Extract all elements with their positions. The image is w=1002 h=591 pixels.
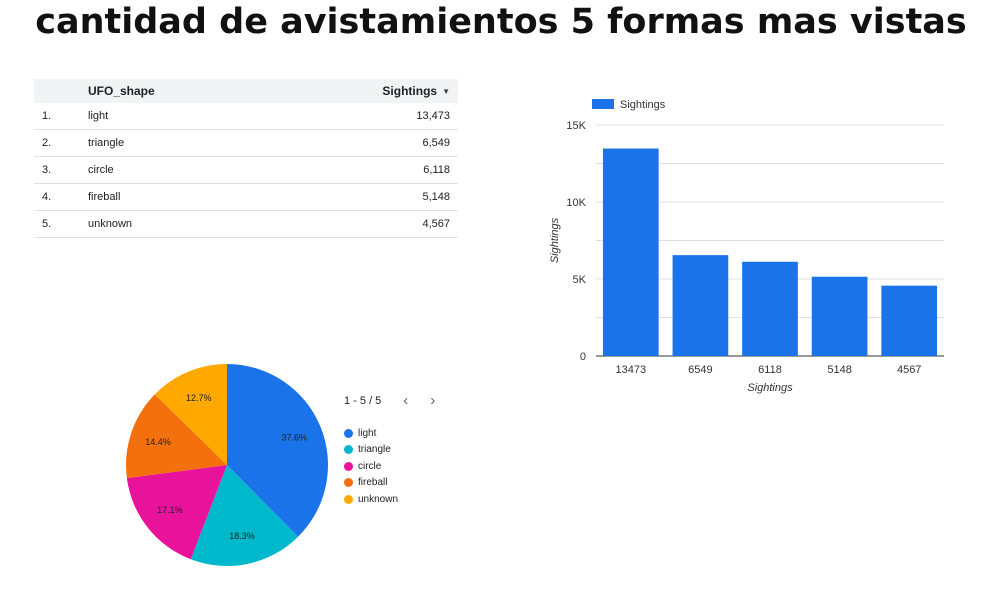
legend-dot [344,445,353,455]
row-shape: unknown [88,218,133,230]
legend-label: Sightings [620,99,666,111]
y-tick-label: 5K [573,274,587,286]
bar [881,285,938,356]
row-shape: fireball [88,191,121,203]
legend-item: light [344,425,398,442]
table-row: 2. triangle 6,549 [34,130,458,157]
legend-item: circle [344,458,398,475]
page-title: cantidad de avistamientos 5 formas mas v… [35,2,967,42]
data-table: UFO_shape Sightings ▼ 1. light 13,473 2. … [34,79,458,238]
y-tick-label: 0 [580,351,586,363]
table-row: 5. unknown 4,567 [34,211,458,238]
legend-dot [344,461,353,471]
x-tick-label: 13473 [616,364,647,376]
pie-legend: light triangle circle fireball unknown [344,425,398,508]
legend-dot [344,494,353,504]
legend-dot [344,428,353,438]
table-row: 3. circle 6,118 [34,157,458,184]
legend-label: unknown [358,493,399,505]
column-header-sightings-label: Sightings [382,84,438,98]
bar-chart: 0 5K 10K 15K 13473 6549 6118 5148 4567 Sightings S… [549,99,944,394]
row-shape: triangle [88,137,125,149]
column-header-sightings[interactable]: Sightings ▼ [298,84,458,98]
row-index: 1. [42,110,52,122]
y-axis-title: Sightings [549,217,561,263]
y-tick-label: 10K [566,197,586,209]
table-row: 1. light 13,473 [34,103,458,130]
bar [602,148,659,356]
row-sightings: 4,567 [422,218,450,230]
slice-label: 12.7% [186,393,212,403]
slice-label: 37.6% [281,432,307,442]
table-row: 4. fireball 5,148 [34,184,458,211]
pie-slice [126,465,227,560]
row-index: 3. [42,164,52,176]
y-tick-label: 15K [566,120,586,132]
x-tick-label: 6549 [688,364,712,376]
x-tick-label: 4567 [897,364,921,376]
row-shape: light [88,110,109,122]
legend-pager: 1 - 5 / 5 ‹ › [344,392,435,409]
legend-label: light [358,427,377,439]
legend-label: triangle [358,444,391,456]
column-header-shape[interactable]: UFO_shape [88,84,155,98]
slice-label: 17.1% [157,505,183,515]
legend-swatch [592,99,614,109]
sort-descending-icon[interactable]: ▼ [442,87,450,97]
chevron-right-icon[interactable]: › [430,392,436,409]
pie-slice [126,394,227,479]
pager-label: 1 - 5 / 5 [344,394,382,407]
x-tick-label: 5148 [827,364,851,376]
row-index: 4. [42,191,52,203]
legend-item: triangle [344,442,398,459]
row-index: 5. [42,218,52,230]
row-sightings: 5,148 [422,191,450,203]
row-sightings: 6,549 [422,137,450,149]
x-tick-label: 6118 [758,364,782,376]
legend-label: circle [358,460,382,472]
pie-chart: 37.6% 18.3% 17.1% 14.4% 12.7% [126,364,328,566]
row-sightings: 6,118 [423,164,450,176]
bar [811,276,868,356]
table-header: UFO_shape Sightings ▼ [34,79,458,103]
row-sightings: 13,473 [416,110,450,122]
legend-label: fireball [358,477,388,489]
legend-item: fireball [344,475,398,492]
row-index: 2. [42,137,52,149]
x-axis-title: Sightings [747,382,793,394]
pie-slice [227,364,328,537]
legend-item: unknown [344,491,398,508]
legend-dot [344,478,353,488]
row-shape: circle [88,164,114,176]
bar [672,255,729,356]
slice-label: 14.4% [145,437,171,447]
bar [742,261,798,356]
slice-label: 18.3% [229,531,255,541]
pie-slice [190,465,299,566]
chevron-left-icon[interactable]: ‹ [403,392,409,409]
pie-slice [154,364,227,465]
